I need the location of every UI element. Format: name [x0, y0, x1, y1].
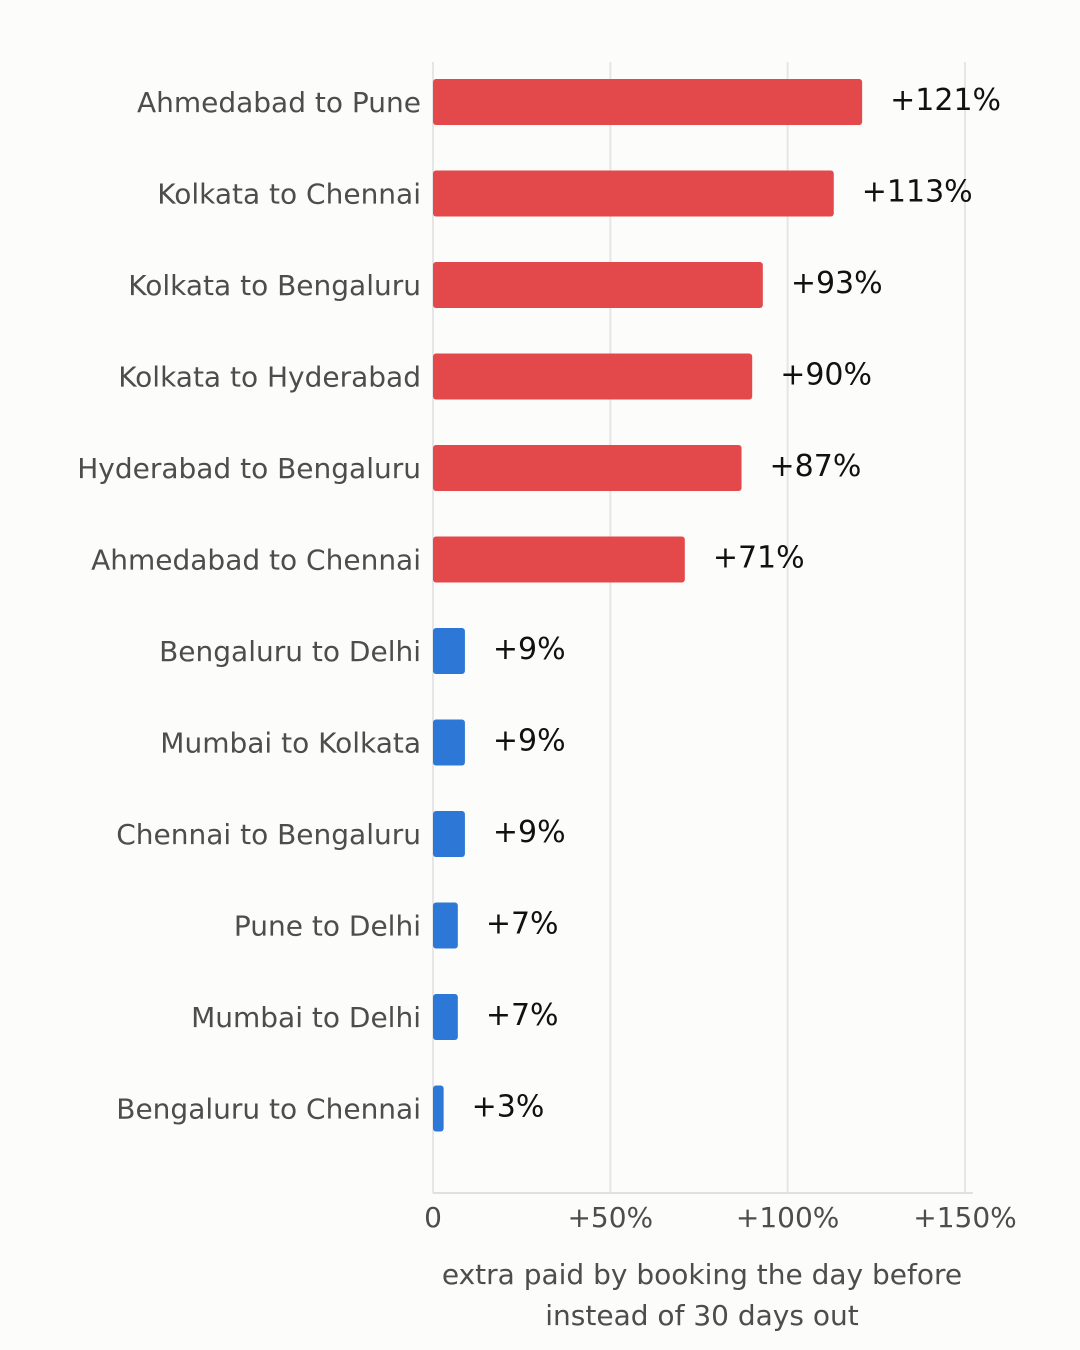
value-label-2: +93%: [791, 266, 883, 301]
category-label-1: Kolkata to Chennai: [157, 178, 421, 211]
category-label-3: Kolkata to Hyderabad: [118, 361, 421, 394]
category-labels: Ahmedabad to Pune Kolkata to Chennai Kolka…: [77, 86, 421, 1126]
category-label-0: Ahmedabad to Pune: [137, 86, 421, 119]
category-label-11: Bengaluru to Chennai: [116, 1093, 421, 1126]
category-label-8: Chennai to Bengaluru: [116, 818, 421, 851]
bar-9: [433, 902, 458, 949]
value-label-8: +9%: [493, 815, 566, 850]
x-tick-label-0: 0: [424, 1201, 442, 1234]
value-labels: +121% +113% +93% +90% +87% +71% +9% +9% +9% +7% +7…: [472, 83, 1001, 1125]
x-axis-title-line-0: extra paid by booking the day before: [442, 1258, 962, 1291]
value-label-6: +9%: [493, 632, 566, 667]
category-label-10: Mumbai to Delhi: [191, 1001, 421, 1034]
bar-10: [433, 994, 458, 1040]
value-label-4: +87%: [770, 449, 862, 484]
value-label-10: +7%: [486, 998, 559, 1033]
bar-6: [433, 628, 465, 674]
value-label-7: +9%: [493, 724, 566, 759]
bar-3: [433, 353, 753, 400]
bar-0: [433, 79, 863, 125]
value-label-3: +90%: [780, 358, 872, 393]
category-label-9: Pune to Delhi: [234, 910, 421, 943]
category-label-5: Ahmedabad to Chennai: [91, 544, 421, 577]
bar-7: [433, 719, 465, 766]
value-label-0: +121%: [890, 83, 1001, 118]
category-label-6: Bengaluru to Delhi: [159, 635, 421, 668]
bar-2: [433, 262, 763, 308]
x-tick-label-1: +50%: [567, 1201, 653, 1234]
bar-1: [433, 170, 834, 217]
bar-11: [433, 1085, 444, 1132]
category-label-7: Mumbai to Kolkata: [160, 727, 421, 760]
x-tick-label-2: +100%: [736, 1201, 840, 1234]
bar-4: [433, 445, 742, 491]
value-label-9: +7%: [486, 907, 559, 942]
value-label-1: +113%: [862, 175, 973, 210]
bar-5: [433, 536, 685, 583]
x-tick-labels: 0 +50% +100% +150%: [424, 1201, 1017, 1234]
value-label-5: +71%: [713, 541, 805, 576]
bars: [433, 79, 863, 1132]
category-label-2: Kolkata to Bengaluru: [128, 269, 421, 302]
x-axis-title: extra paid by booking the day before inst…: [442, 1258, 962, 1332]
bar-8: [433, 811, 465, 857]
x-tick-label-3: +150%: [913, 1201, 1017, 1234]
category-label-4: Hyderabad to Bengaluru: [77, 452, 421, 485]
x-axis-title-line-1: instead of 30 days out: [545, 1299, 858, 1332]
value-label-11: +3%: [472, 1090, 545, 1125]
